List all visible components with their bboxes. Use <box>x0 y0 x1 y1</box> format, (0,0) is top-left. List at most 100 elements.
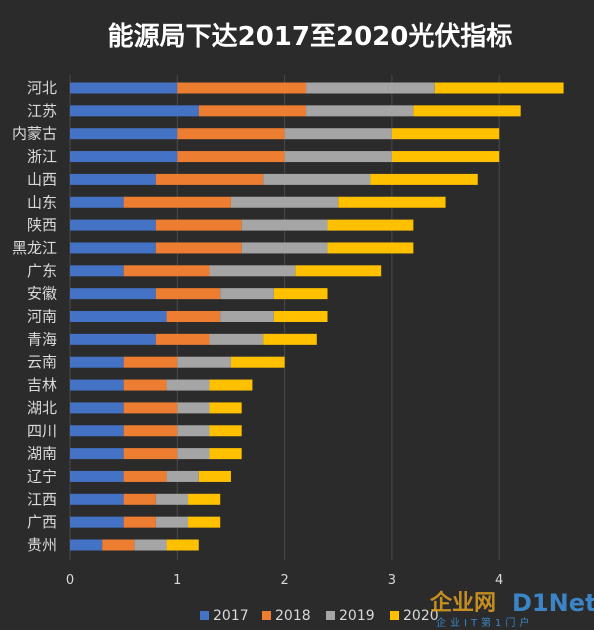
bar-2020-山西 <box>370 173 478 185</box>
bar-2018-安徽 <box>155 288 221 300</box>
category-label: 云南 <box>27 353 57 371</box>
watermark: 企业网 D1Net 企业IT第1门户 <box>429 589 594 629</box>
bar-2020-四川 <box>209 425 242 437</box>
category-label: 吉林 <box>27 376 57 394</box>
bar-2018-青海 <box>155 333 210 345</box>
bar-2018-江苏 <box>198 105 307 117</box>
bar-2020-吉林 <box>209 379 253 391</box>
category-label: 青海 <box>27 330 57 348</box>
category-label: 湖北 <box>27 399 57 417</box>
category-label: 河南 <box>27 308 57 326</box>
bar-2018-陕西 <box>155 219 242 231</box>
bar-2018-山东 <box>123 196 231 208</box>
bar-2019-广西 <box>155 516 189 528</box>
bar-2020-浙江 <box>391 151 500 163</box>
watermark-brand-en: D1Net <box>512 589 594 617</box>
bar-2019-河南 <box>220 311 274 322</box>
bar-2017-江苏 <box>70 105 199 117</box>
bar-2017-山西 <box>70 173 156 185</box>
bar-2019-辽宁 <box>166 470 199 482</box>
bar-2017-内蒙古 <box>70 128 178 140</box>
bar-2017-青海 <box>70 333 156 345</box>
watermark-tagline: 企业IT第1门户 <box>436 616 533 629</box>
bar-2020-贵州 <box>166 539 199 551</box>
bar-2020-江苏 <box>413 105 521 117</box>
category-label: 黑龙江 <box>12 239 57 257</box>
bar-2018-湖南 <box>123 448 178 460</box>
bar-2018-河南 <box>166 311 221 322</box>
x-tick-label: 3 <box>388 573 396 588</box>
x-tick-labels: 0 1 2 3 4 <box>66 573 503 588</box>
bar-2020-湖北 <box>209 402 242 414</box>
x-tick-label: 2 <box>280 573 288 588</box>
category-label: 广西 <box>27 513 57 531</box>
bar-2019-安徽 <box>220 288 274 300</box>
bar-2020-陕西 <box>327 219 414 231</box>
bar-2019-内蒙古 <box>284 128 392 140</box>
bar-2017-河南 <box>70 311 167 322</box>
category-label: 陕西 <box>27 216 57 234</box>
bar-2020-河北 <box>434 82 564 94</box>
category-label: 四川 <box>27 422 57 440</box>
bar-2017-江西 <box>70 493 124 505</box>
bar-2020-内蒙古 <box>391 128 500 140</box>
legend-label-2018: 2018 <box>275 608 311 624</box>
category-label: 山西 <box>27 170 57 188</box>
bar-2019-云南 <box>177 356 231 368</box>
category-label: 广东 <box>27 262 57 280</box>
x-tick-label: 4 <box>495 573 503 588</box>
bar-2018-四川 <box>123 425 178 437</box>
bar-2017-贵州 <box>70 539 103 551</box>
bars <box>70 82 564 551</box>
bar-2020-广西 <box>188 516 221 528</box>
watermark-brand-cn: 企业网 <box>429 590 496 616</box>
category-label: 贵州 <box>27 536 57 554</box>
bar-2020-青海 <box>263 333 317 345</box>
category-label: 辽宁 <box>27 467 57 485</box>
legend: 2017 2018 2019 2020 <box>200 608 439 624</box>
bar-2018-河北 <box>177 82 307 94</box>
bar-2017-吉林 <box>70 379 124 391</box>
x-tick-label: 1 <box>173 573 181 588</box>
legend-label-2017: 2017 <box>213 608 249 624</box>
legend-label-2019: 2019 <box>339 608 375 624</box>
bar-2019-浙江 <box>284 151 392 163</box>
bar-2019-河北 <box>306 82 435 94</box>
category-label: 江西 <box>27 490 57 508</box>
bar-2020-云南 <box>230 356 285 368</box>
bar-2019-黑龙江 <box>241 242 328 254</box>
bar-2018-吉林 <box>123 379 167 391</box>
bar-2020-辽宁 <box>198 470 231 482</box>
legend-swatch-2019 <box>326 611 335 620</box>
bar-2018-内蒙古 <box>177 128 285 140</box>
category-label: 湖南 <box>27 445 57 463</box>
bar-2020-安徽 <box>273 288 328 300</box>
category-label: 内蒙古 <box>12 125 57 143</box>
legend-swatch-2017 <box>200 611 209 620</box>
bar-2020-江西 <box>188 493 221 505</box>
bar-2017-湖南 <box>70 448 124 460</box>
bar-2019-湖北 <box>177 402 210 414</box>
bar-2018-浙江 <box>177 151 285 163</box>
chart-title: 能源局下达2017至2020光伏指标 <box>108 21 513 52</box>
bar-2017-浙江 <box>70 151 178 163</box>
bar-2018-黑龙江 <box>155 242 242 254</box>
category-label: 浙江 <box>27 148 57 166</box>
category-label: 河北 <box>27 79 57 97</box>
category-label: 江苏 <box>27 102 57 120</box>
bar-2017-陕西 <box>70 219 156 231</box>
bar-2018-贵州 <box>102 539 135 551</box>
bar-2019-山西 <box>263 173 371 185</box>
bar-2020-湖南 <box>209 448 242 460</box>
legend-swatch-2018 <box>262 611 271 620</box>
category-labels: 河北江苏内蒙古浙江山西山东陕西黑龙江广东安徽河南青海云南吉林湖北四川湖南辽宁江西… <box>12 79 57 554</box>
bar-2018-广东 <box>123 265 210 277</box>
bar-2017-四川 <box>70 425 124 437</box>
bar-2020-黑龙江 <box>327 242 414 254</box>
bar-2017-湖北 <box>70 402 124 414</box>
bar-2019-青海 <box>209 333 264 345</box>
bar-2019-山东 <box>230 196 339 208</box>
bar-2019-四川 <box>177 425 210 437</box>
bar-2017-辽宁 <box>70 470 124 482</box>
